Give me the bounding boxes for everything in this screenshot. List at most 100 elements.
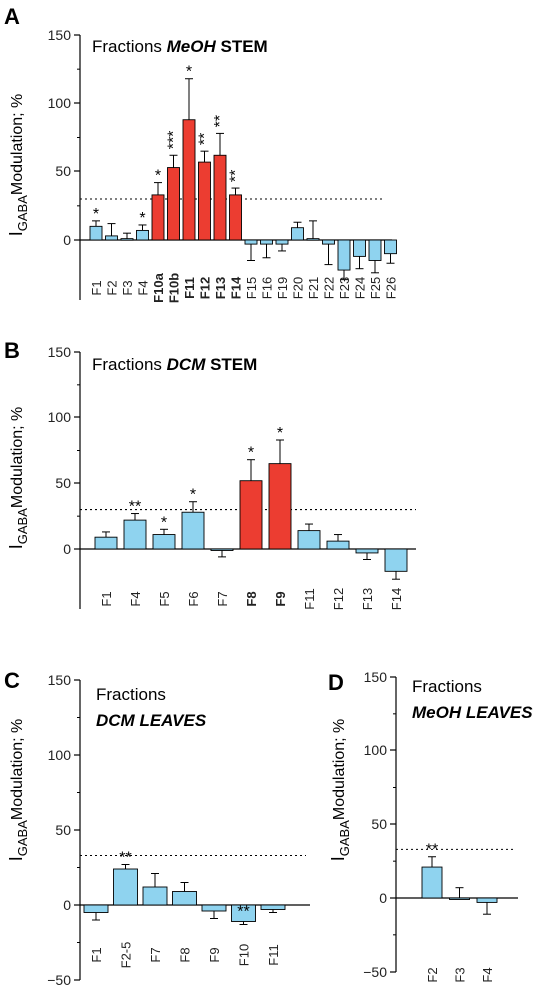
category-label: F26 [384, 277, 399, 299]
category-label: F25 [368, 277, 383, 299]
bar [291, 227, 304, 241]
y-axis-label-sub: GABA [15, 820, 30, 856]
chart-title: Fractions MeOH STEM [92, 37, 268, 56]
bar [244, 239, 258, 245]
bar [181, 511, 205, 550]
title-rest: STEM [205, 355, 257, 374]
category-label: F9 [273, 591, 288, 606]
bar [476, 897, 498, 903]
y-tick-label: −50 [47, 972, 71, 988]
category-label: F2 [105, 280, 120, 295]
bar [89, 225, 103, 241]
bar [198, 161, 211, 241]
significance-stars: ** [237, 904, 249, 921]
bar [355, 548, 379, 554]
y-tick-label: 150 [48, 344, 72, 360]
y-axis-label-sub: GABA [15, 195, 30, 231]
y-tick-label: 100 [48, 747, 72, 763]
significance-stars: * [139, 210, 145, 227]
y-tick-label: 0 [63, 897, 71, 913]
category-label: F7 [148, 947, 163, 962]
chart-panel-b: B 150 100 50 0 IGABAModulation; % Fractions DC… [4, 338, 416, 610]
y-tick-label: 150 [364, 669, 388, 685]
category-label: F10b [167, 273, 182, 303]
y-tick-label: 50 [371, 816, 387, 832]
category-label: F15 [244, 277, 259, 299]
y-tick-label: 100 [364, 742, 388, 758]
bar [210, 548, 234, 551]
y-tick-label: 100 [48, 95, 72, 111]
chart-title: Fractions DCM STEM [92, 355, 257, 374]
category-label: F11 [266, 944, 281, 965]
y-tick-label: 50 [55, 822, 71, 838]
panel-letter: A [4, 4, 20, 29]
title-plain: Fractions [92, 355, 167, 374]
significance-stars: *** [166, 131, 183, 150]
category-label: F2 [425, 967, 440, 982]
bar [152, 534, 176, 550]
bar [113, 868, 138, 906]
chart-subtitle: MeOH LEAVES [412, 703, 533, 722]
y-axis-label: IGABAModulation; % [328, 719, 352, 862]
category-label: F10 [237, 944, 252, 966]
bar [229, 194, 242, 241]
bar [172, 891, 197, 906]
bar [239, 480, 263, 550]
category-label: F11 [182, 277, 197, 299]
significance-stars: ** [119, 850, 131, 867]
significance-stars: ** [228, 170, 245, 182]
bar [449, 897, 470, 900]
y-axis-label-rest: Modulation; % [9, 719, 26, 820]
y-axis-label-sub: GABA [337, 820, 352, 856]
significance-stars: ** [197, 133, 214, 145]
panel-letter: B [4, 338, 20, 363]
significance-stars: ** [129, 499, 141, 516]
y-axis-label-main: I [6, 231, 26, 236]
significance-stars: * [248, 445, 254, 462]
significance-stars: * [161, 514, 167, 531]
bar [167, 167, 180, 241]
category-label: F23 [337, 277, 352, 299]
category-label: F1 [99, 591, 114, 606]
chart-panel-c: C 150 100 50 0 −50 IGABAModulation; % Fractions… [4, 668, 310, 988]
bar [182, 119, 196, 241]
category-label: F14 [229, 276, 244, 299]
y-tick-label: 0 [63, 232, 71, 248]
bar [337, 239, 351, 271]
title-italic: MeOH [167, 37, 217, 56]
category-label: F16 [260, 277, 275, 299]
title-plain: Fractions [92, 37, 167, 56]
bar [368, 239, 382, 261]
category-label: F5 [157, 591, 172, 606]
chart-subtitle: DCM LEAVES [96, 711, 207, 730]
significance-stars: * [190, 487, 196, 504]
y-tick-label: 100 [48, 409, 72, 425]
significance-stars: ** [212, 115, 229, 127]
bar [260, 904, 286, 910]
category-label: F2-5 [119, 942, 134, 969]
significance-stars: ** [426, 842, 438, 859]
category-label: F1 [89, 947, 104, 962]
bar [136, 229, 149, 241]
bar [297, 530, 321, 550]
category-label: F8 [178, 947, 193, 962]
y-axis-label-sub: GABA [15, 508, 30, 544]
bar [201, 904, 227, 912]
y-tick-label: 50 [55, 163, 71, 179]
y-tick-label: 0 [379, 890, 387, 906]
bar [421, 866, 443, 899]
category-label: F22 [322, 277, 337, 299]
bar [306, 238, 320, 241]
category-label: F7 [215, 591, 230, 606]
category-label: F19 [275, 277, 290, 299]
y-axis-label: IGABAModulation; % [6, 407, 30, 550]
bar [260, 239, 273, 245]
category-label: F10a [151, 272, 166, 302]
category-label: F6 [186, 591, 201, 606]
y-tick-label: 0 [63, 541, 71, 557]
bar [151, 194, 165, 241]
category-label: F8 [244, 591, 259, 606]
y-tick-label: 150 [48, 672, 72, 688]
bar [353, 239, 366, 257]
